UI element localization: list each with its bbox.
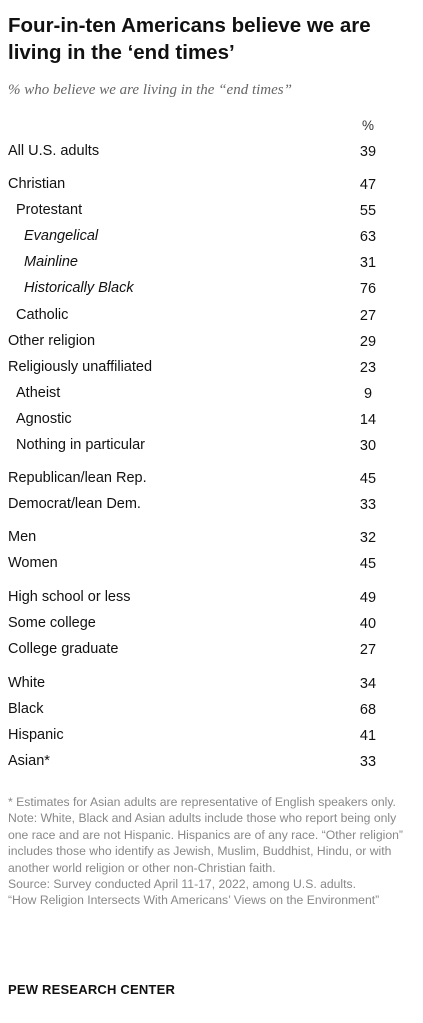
row-label: Christian <box>8 176 66 192</box>
row-value: 31 <box>359 255 377 271</box>
chart-title: Four-in-ten Americans believe we are liv… <box>8 14 371 64</box>
row-label: Nothing in particular <box>16 437 145 453</box>
row-label: Black <box>8 701 44 717</box>
row-value: 63 <box>359 229 377 245</box>
row-label: Men <box>8 529 37 545</box>
pew-research-center-logo: PEW RESEARCH CENTER <box>8 982 176 997</box>
row-value: 45 <box>359 471 377 487</box>
row-value: 23 <box>359 360 377 376</box>
row-label: High school or less <box>8 589 131 605</box>
chart-footer: * Estimates for Asian adults are represe… <box>8 794 413 909</box>
row-label: Religiously unaffiliated <box>8 359 153 375</box>
row-value: 27 <box>359 308 377 324</box>
row-label: Atheist <box>16 385 61 401</box>
row-label: Republican/lean Rep. <box>8 470 147 486</box>
row-value: 47 <box>359 177 377 193</box>
row-value: 14 <box>359 412 377 428</box>
row-label: Evangelical <box>24 228 99 244</box>
row-value: 9 <box>363 386 373 402</box>
row-label: Hispanic <box>8 727 64 743</box>
row-label: Women <box>8 555 58 571</box>
source-note: Source: Survey conducted April 11-17, 20… <box>8 877 356 892</box>
row-label: Historically Black <box>24 280 134 296</box>
row-value: 45 <box>359 556 377 572</box>
row-value: 40 <box>359 616 377 632</box>
row-label: All U.S. adults <box>8 143 100 159</box>
row-value: 33 <box>359 497 377 513</box>
row-value: 27 <box>359 642 377 658</box>
chart-subtitle: % who believe we are living in the “end … <box>8 82 292 98</box>
row-value: 29 <box>359 334 377 350</box>
row-label: Mainline <box>24 254 78 270</box>
row-value: 41 <box>359 728 377 744</box>
row-label: Asian* <box>8 753 50 769</box>
row-value: 30 <box>359 438 377 454</box>
column-header-percent: % <box>361 118 374 133</box>
asterisk-note: * Estimates for Asian adults are represe… <box>8 795 396 809</box>
row-label: Protestant <box>16 202 83 218</box>
report-title: “How Religion Intersects With Americans’… <box>8 893 380 908</box>
row-value: 49 <box>359 590 377 606</box>
methodology-note: Note: White, Black and Asian adults incl… <box>8 811 403 875</box>
row-value: 34 <box>359 676 377 692</box>
row-label: Other religion <box>8 333 96 349</box>
row-value: 33 <box>359 754 377 770</box>
row-label: College graduate <box>8 641 119 657</box>
row-value: 55 <box>359 203 377 219</box>
row-label: Catholic <box>16 307 69 323</box>
row-value: 39 <box>359 144 377 160</box>
row-value: 68 <box>359 702 377 718</box>
row-label: Some college <box>8 615 96 631</box>
row-label: Agnostic <box>16 411 72 427</box>
row-value: 32 <box>359 530 377 546</box>
row-label: White <box>8 675 46 691</box>
row-label: Democrat/lean Dem. <box>8 496 141 512</box>
row-value: 76 <box>359 281 377 297</box>
